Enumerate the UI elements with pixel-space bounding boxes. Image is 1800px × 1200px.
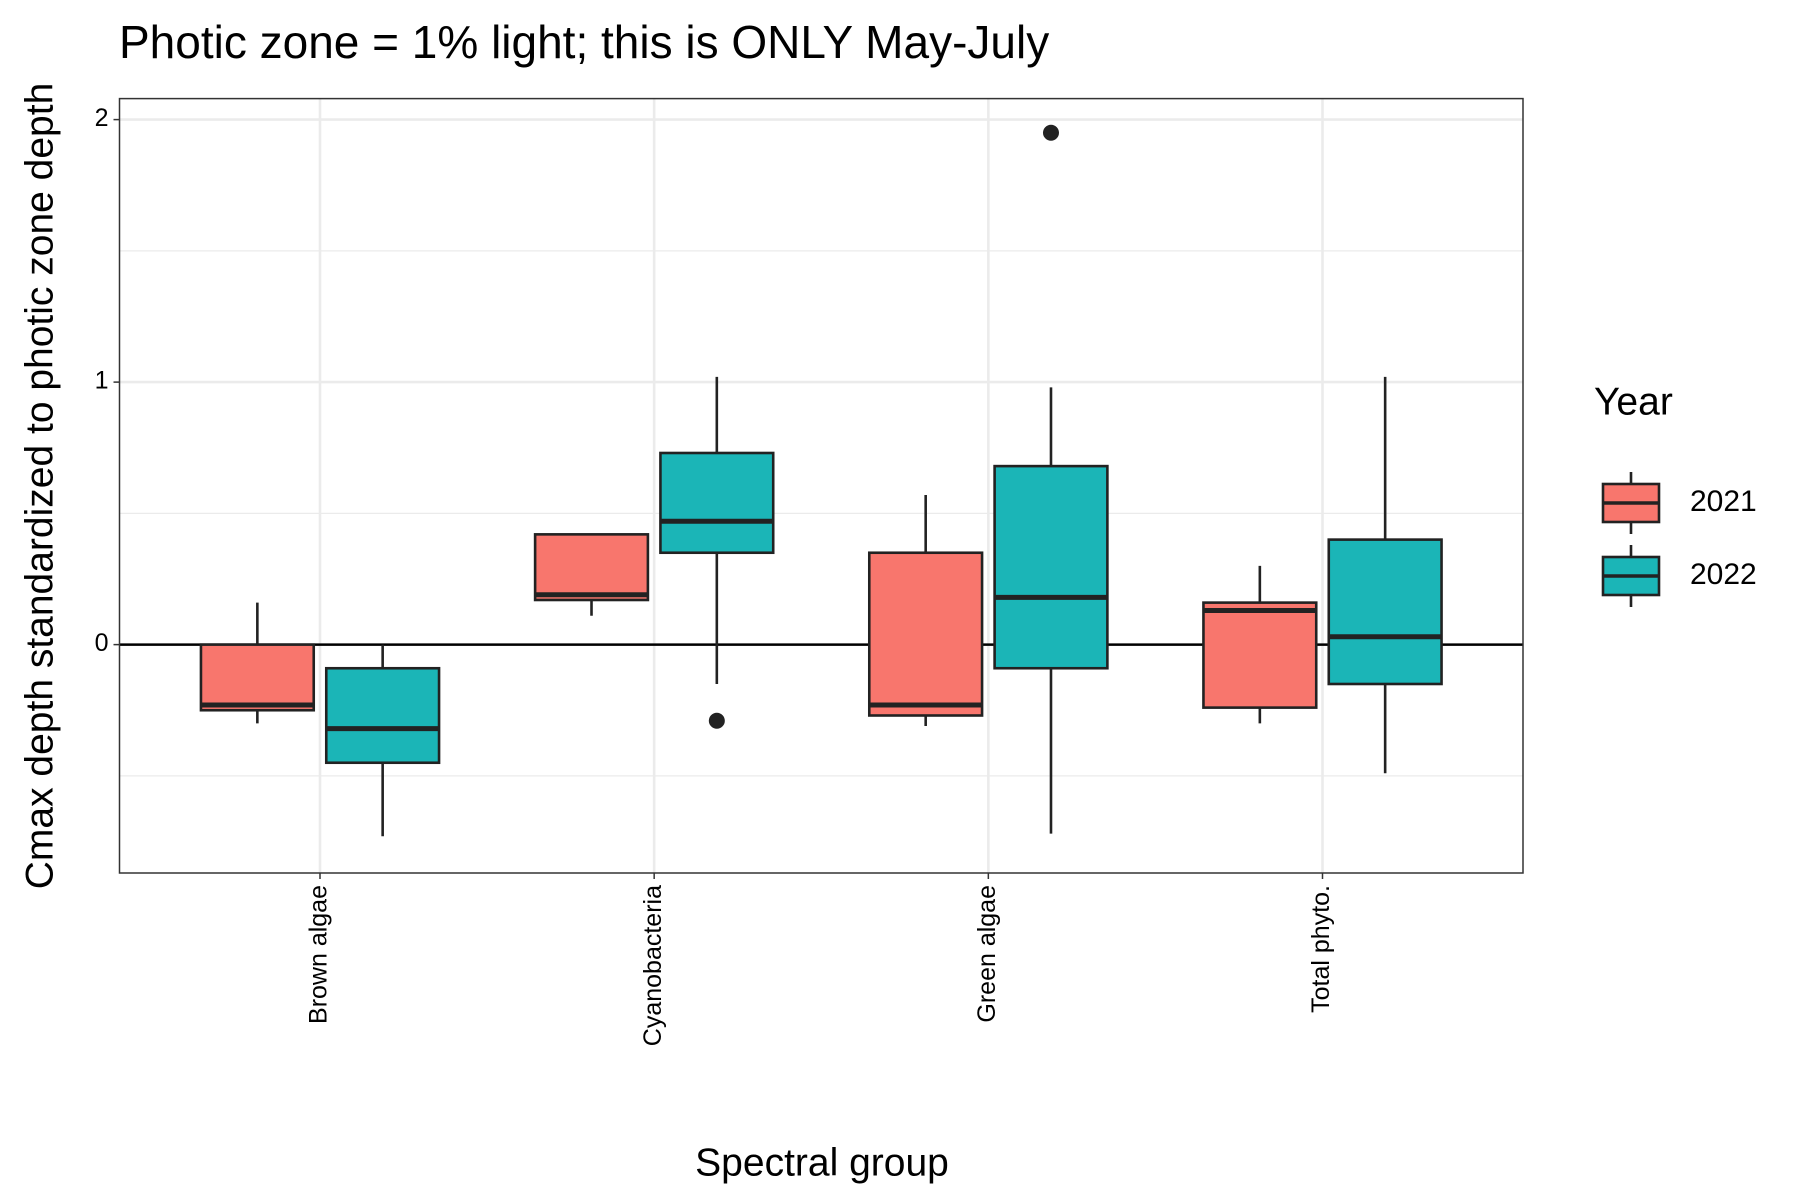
- box-body: [199, 643, 316, 712]
- legend-label: 2021: [1690, 485, 1757, 518]
- box: [993, 124, 1109, 834]
- box-body: [1202, 601, 1318, 709]
- plot-border: [118, 97, 1524, 874]
- box: [1327, 376, 1443, 774]
- box: [659, 376, 775, 729]
- box-body: [659, 451, 775, 555]
- x-tick-label: Total phyto.: [1307, 885, 1335, 1013]
- box: [533, 533, 650, 616]
- chart-title: Photic zone = 1% light; this is ONLY May…: [119, 16, 1049, 68]
- legend-label: 2022: [1690, 558, 1757, 591]
- x-tick-label: Brown algae: [305, 885, 333, 1024]
- box: [324, 644, 441, 837]
- box: [199, 602, 316, 724]
- x-axis-title: Spectral group: [695, 1141, 949, 1184]
- box: [1202, 565, 1318, 724]
- box-body: [324, 666, 441, 765]
- y-axis-title: Cmax depth standardized to photic zone d…: [18, 83, 61, 890]
- box-body: [1327, 538, 1443, 686]
- y-tick-label: 2: [95, 104, 109, 132]
- box-body: [993, 464, 1109, 670]
- y-tick-label: 1: [95, 367, 109, 395]
- y-tick-label: 0: [95, 629, 109, 657]
- x-tick-label: Green algae: [973, 885, 1001, 1023]
- legend-title: Year: [1594, 380, 1673, 423]
- outlier: [1042, 124, 1059, 141]
- box-body: [533, 533, 650, 602]
- x-tick-label: Cyanobacteria: [639, 885, 667, 1046]
- box-body: [867, 551, 984, 717]
- box: [867, 494, 984, 726]
- outlier: [708, 712, 725, 729]
